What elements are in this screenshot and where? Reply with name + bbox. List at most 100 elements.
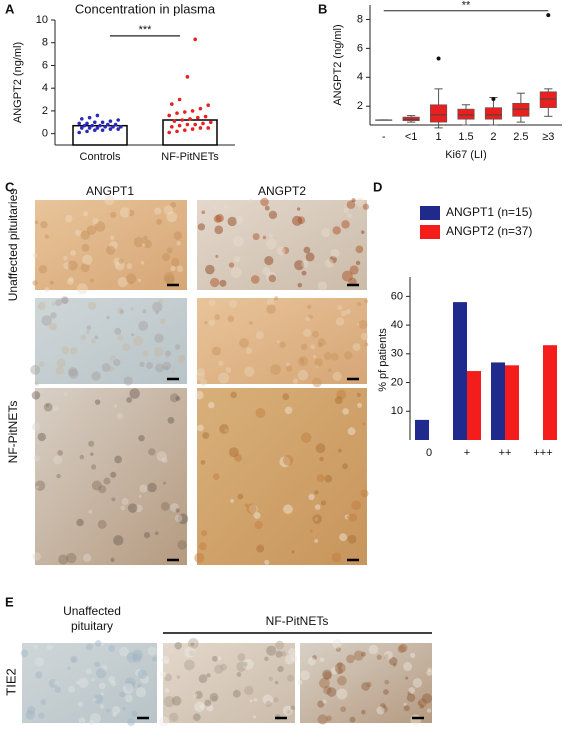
texture — [48, 322, 58, 331]
x-tick-label: ≥3 — [542, 131, 554, 143]
texture — [255, 407, 266, 418]
texture — [340, 706, 347, 713]
texture — [201, 210, 206, 215]
texture — [317, 714, 328, 725]
texture — [161, 457, 168, 464]
micrograph — [35, 200, 187, 290]
texture — [297, 679, 303, 685]
texture — [138, 494, 142, 498]
column-header: ANGPT1 — [86, 184, 134, 198]
texture — [276, 246, 286, 256]
texture — [285, 365, 293, 372]
data-point — [206, 126, 210, 130]
texture — [276, 340, 280, 344]
texture — [70, 655, 78, 664]
texture — [32, 552, 41, 561]
texture — [230, 499, 234, 503]
texture — [160, 501, 170, 511]
texture — [341, 310, 347, 317]
texture — [249, 699, 253, 703]
texture — [50, 312, 57, 319]
texture — [324, 258, 334, 268]
texture — [206, 704, 214, 712]
bar — [467, 371, 481, 440]
texture — [27, 706, 36, 715]
texture — [253, 512, 261, 519]
data-point — [185, 122, 190, 127]
data-point — [93, 128, 97, 133]
texture — [160, 318, 166, 325]
texture — [250, 275, 260, 284]
texture — [143, 239, 152, 249]
bar — [162, 119, 218, 146]
texture — [90, 452, 94, 456]
texture — [362, 422, 366, 426]
texture — [346, 515, 350, 519]
data-point — [170, 125, 174, 129]
data-point — [193, 37, 197, 42]
texture — [252, 715, 256, 719]
texture — [200, 459, 206, 465]
texture — [322, 699, 327, 704]
texture — [237, 493, 244, 500]
texture — [138, 320, 149, 331]
texture — [383, 689, 389, 695]
y-tick-label: 60 — [391, 290, 403, 302]
data-point — [183, 128, 187, 133]
texture — [337, 448, 342, 453]
texture — [283, 504, 293, 515]
texture — [356, 302, 362, 307]
texture — [376, 706, 385, 715]
box — [539, 91, 557, 108]
texture — [200, 529, 208, 537]
texture — [388, 657, 398, 666]
texture — [163, 205, 174, 215]
texture — [173, 231, 183, 241]
texture — [364, 342, 369, 347]
panel-letter: B — [318, 1, 327, 16]
data-point — [177, 97, 182, 102]
data-point — [116, 118, 120, 122]
texture — [303, 328, 312, 337]
texture — [227, 216, 237, 227]
texture — [315, 443, 326, 454]
texture — [49, 280, 54, 285]
data-point — [209, 120, 213, 125]
texture — [292, 378, 299, 384]
texture — [147, 482, 157, 493]
texture — [204, 699, 212, 707]
box — [430, 104, 448, 123]
texture — [252, 233, 260, 241]
x-tick-label: 0 — [426, 447, 432, 459]
texture — [262, 235, 267, 240]
texture — [335, 646, 342, 653]
texture — [53, 680, 59, 686]
texture — [80, 230, 90, 240]
texture — [242, 661, 248, 667]
texture — [194, 552, 205, 563]
texture — [248, 198, 252, 202]
texture — [155, 310, 159, 315]
texture — [239, 338, 249, 348]
y-tick-label: 2 — [42, 105, 48, 117]
texture — [74, 229, 82, 236]
box — [484, 107, 502, 120]
texture — [86, 643, 93, 651]
data-point — [180, 118, 184, 122]
texture — [198, 674, 208, 683]
texture — [158, 299, 164, 305]
texture — [162, 361, 172, 371]
texture — [88, 301, 97, 310]
texture — [407, 691, 412, 695]
texture — [225, 367, 232, 373]
texture — [264, 656, 269, 662]
texture — [161, 655, 170, 664]
texture — [125, 694, 133, 703]
texture — [279, 456, 291, 468]
texture — [25, 709, 36, 720]
texture — [312, 377, 322, 388]
data-point — [90, 123, 94, 128]
data-point — [108, 119, 113, 123]
texture — [266, 238, 277, 250]
